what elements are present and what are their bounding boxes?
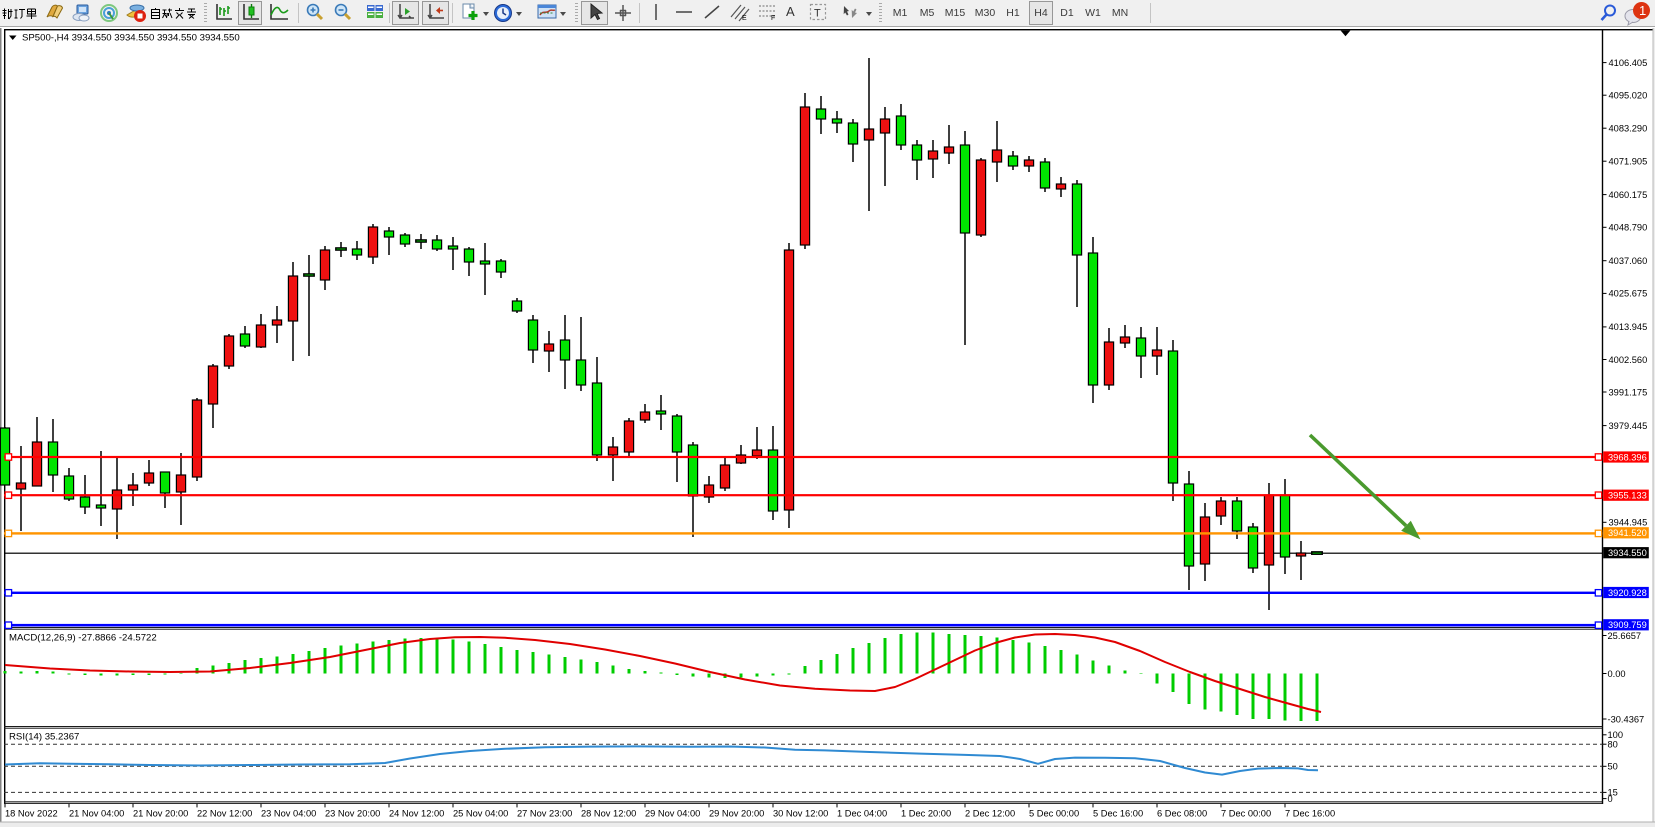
svg-text:21 Nov 04:00: 21 Nov 04:00 [69,809,124,819]
svg-text:24 Nov 12:00: 24 Nov 12:00 [389,809,444,819]
svg-text:4071.905: 4071.905 [1609,157,1648,167]
svg-text:0: 0 [1608,794,1613,804]
svg-text:4095.020: 4095.020 [1609,91,1648,101]
svg-text:4002.560: 4002.560 [1609,355,1648,365]
svg-text:3979.445: 3979.445 [1609,421,1648,431]
svg-text:3909.759: 3909.759 [1608,620,1647,630]
svg-text:E: E [742,15,747,22]
svg-text:SP500-,H4 3934.550 3934.550 3: SP500-,H4 3934.550 3934.550 3934.550 393… [22,33,240,44]
svg-text:15: 15 [1608,788,1618,798]
svg-text:80: 80 [1608,740,1618,750]
svg-text:27 Nov 23:00: 27 Nov 23:00 [517,809,572,819]
svg-text:RSI(14) 35.2367: RSI(14) 35.2367 [9,732,79,743]
svg-text:0.00: 0.00 [1608,669,1626,679]
svg-text:3920.928: 3920.928 [1608,588,1647,598]
svg-text:3955.133: 3955.133 [1608,491,1647,501]
svg-text:50: 50 [1608,762,1618,772]
svg-text:25.6657: 25.6657 [1608,631,1642,641]
svg-text:25 Nov 04:00: 25 Nov 04:00 [453,809,508,819]
svg-text:3968.396: 3968.396 [1608,452,1647,462]
svg-text:3944.945: 3944.945 [1609,518,1648,528]
svg-text:28 Nov 12:00: 28 Nov 12:00 [581,809,636,819]
svg-text:3941.520: 3941.520 [1608,528,1647,538]
svg-text:29 Nov 04:00: 29 Nov 04:00 [645,809,700,819]
svg-text:23 Nov 20:00: 23 Nov 20:00 [325,809,380,819]
svg-text:3934.550: 3934.550 [1608,548,1647,558]
svg-text:4083.290: 4083.290 [1609,124,1648,134]
svg-text:3991.175: 3991.175 [1609,387,1648,397]
svg-text:6 Dec 08:00: 6 Dec 08:00 [1157,809,1207,819]
svg-text:MACD(12,26,9) -27.8866 -24.572: MACD(12,26,9) -27.8866 -24.5722 [9,633,157,644]
svg-text:2 Dec 12:00: 2 Dec 12:00 [965,809,1015,819]
svg-text:4025.675: 4025.675 [1609,289,1648,299]
svg-text:30 Nov 12:00: 30 Nov 12:00 [773,809,828,819]
svg-text:5 Dec 00:00: 5 Dec 00:00 [1029,809,1079,819]
svg-text:22 Nov 12:00: 22 Nov 12:00 [197,809,252,819]
svg-text:29 Nov 20:00: 29 Nov 20:00 [709,809,764,819]
svg-text:1 Dec 20:00: 1 Dec 20:00 [901,809,951,819]
svg-text:21 Nov 20:00: 21 Nov 20:00 [133,809,188,819]
svg-text:100: 100 [1608,730,1624,740]
svg-text:7 Dec 16:00: 7 Dec 16:00 [1285,809,1335,819]
svg-text:1 Dec 04:00: 1 Dec 04:00 [837,809,887,819]
svg-text:1: 1 [1639,3,1646,18]
svg-text:5 Dec 16:00: 5 Dec 16:00 [1093,809,1143,819]
svg-text:4106.405: 4106.405 [1609,58,1648,68]
svg-text:-30.4367: -30.4367 [1608,714,1645,724]
svg-text:F: F [771,15,775,22]
svg-text:4013.945: 4013.945 [1609,322,1648,332]
svg-text:4060.175: 4060.175 [1609,190,1648,200]
svg-text:4048.790: 4048.790 [1609,223,1648,233]
svg-text:7 Dec 00:00: 7 Dec 00:00 [1221,809,1271,819]
svg-text:T: T [814,8,821,20]
svg-text:23 Nov 04:00: 23 Nov 04:00 [261,809,316,819]
svg-text:4037.060: 4037.060 [1609,256,1648,266]
svg-text:18 Nov 2022: 18 Nov 2022 [5,809,58,819]
